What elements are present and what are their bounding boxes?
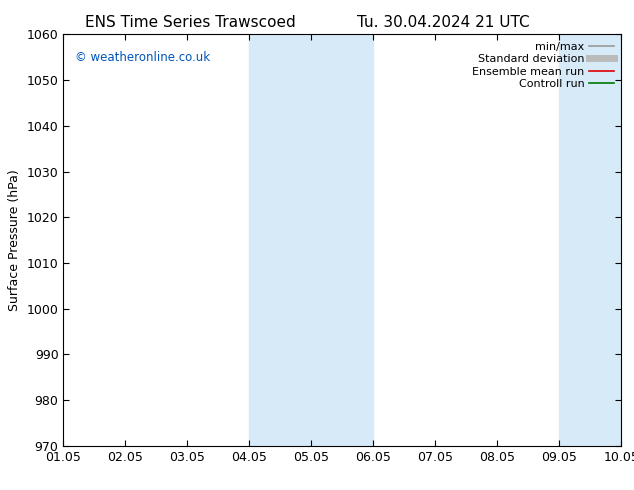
Text: Tu. 30.04.2024 21 UTC: Tu. 30.04.2024 21 UTC bbox=[358, 15, 530, 30]
Bar bbox=[280, 34, 373, 446]
Bar bbox=[559, 34, 590, 446]
Text: ENS Time Series Trawscoed: ENS Time Series Trawscoed bbox=[85, 15, 295, 30]
Bar bbox=[590, 34, 621, 446]
Legend: min/max, Standard deviation, Ensemble mean run, Controll run: min/max, Standard deviation, Ensemble me… bbox=[470, 40, 616, 91]
Y-axis label: Surface Pressure (hPa): Surface Pressure (hPa) bbox=[8, 169, 21, 311]
Text: © weatheronline.co.uk: © weatheronline.co.uk bbox=[75, 51, 210, 64]
Bar bbox=[249, 34, 280, 446]
